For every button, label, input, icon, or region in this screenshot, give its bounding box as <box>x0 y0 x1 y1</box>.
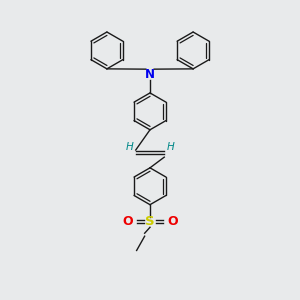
Text: H: H <box>125 142 133 152</box>
Text: N: N <box>145 68 155 81</box>
Text: S: S <box>145 215 155 228</box>
Text: H: H <box>167 142 175 152</box>
Text: O: O <box>167 215 178 228</box>
Text: O: O <box>122 215 133 228</box>
